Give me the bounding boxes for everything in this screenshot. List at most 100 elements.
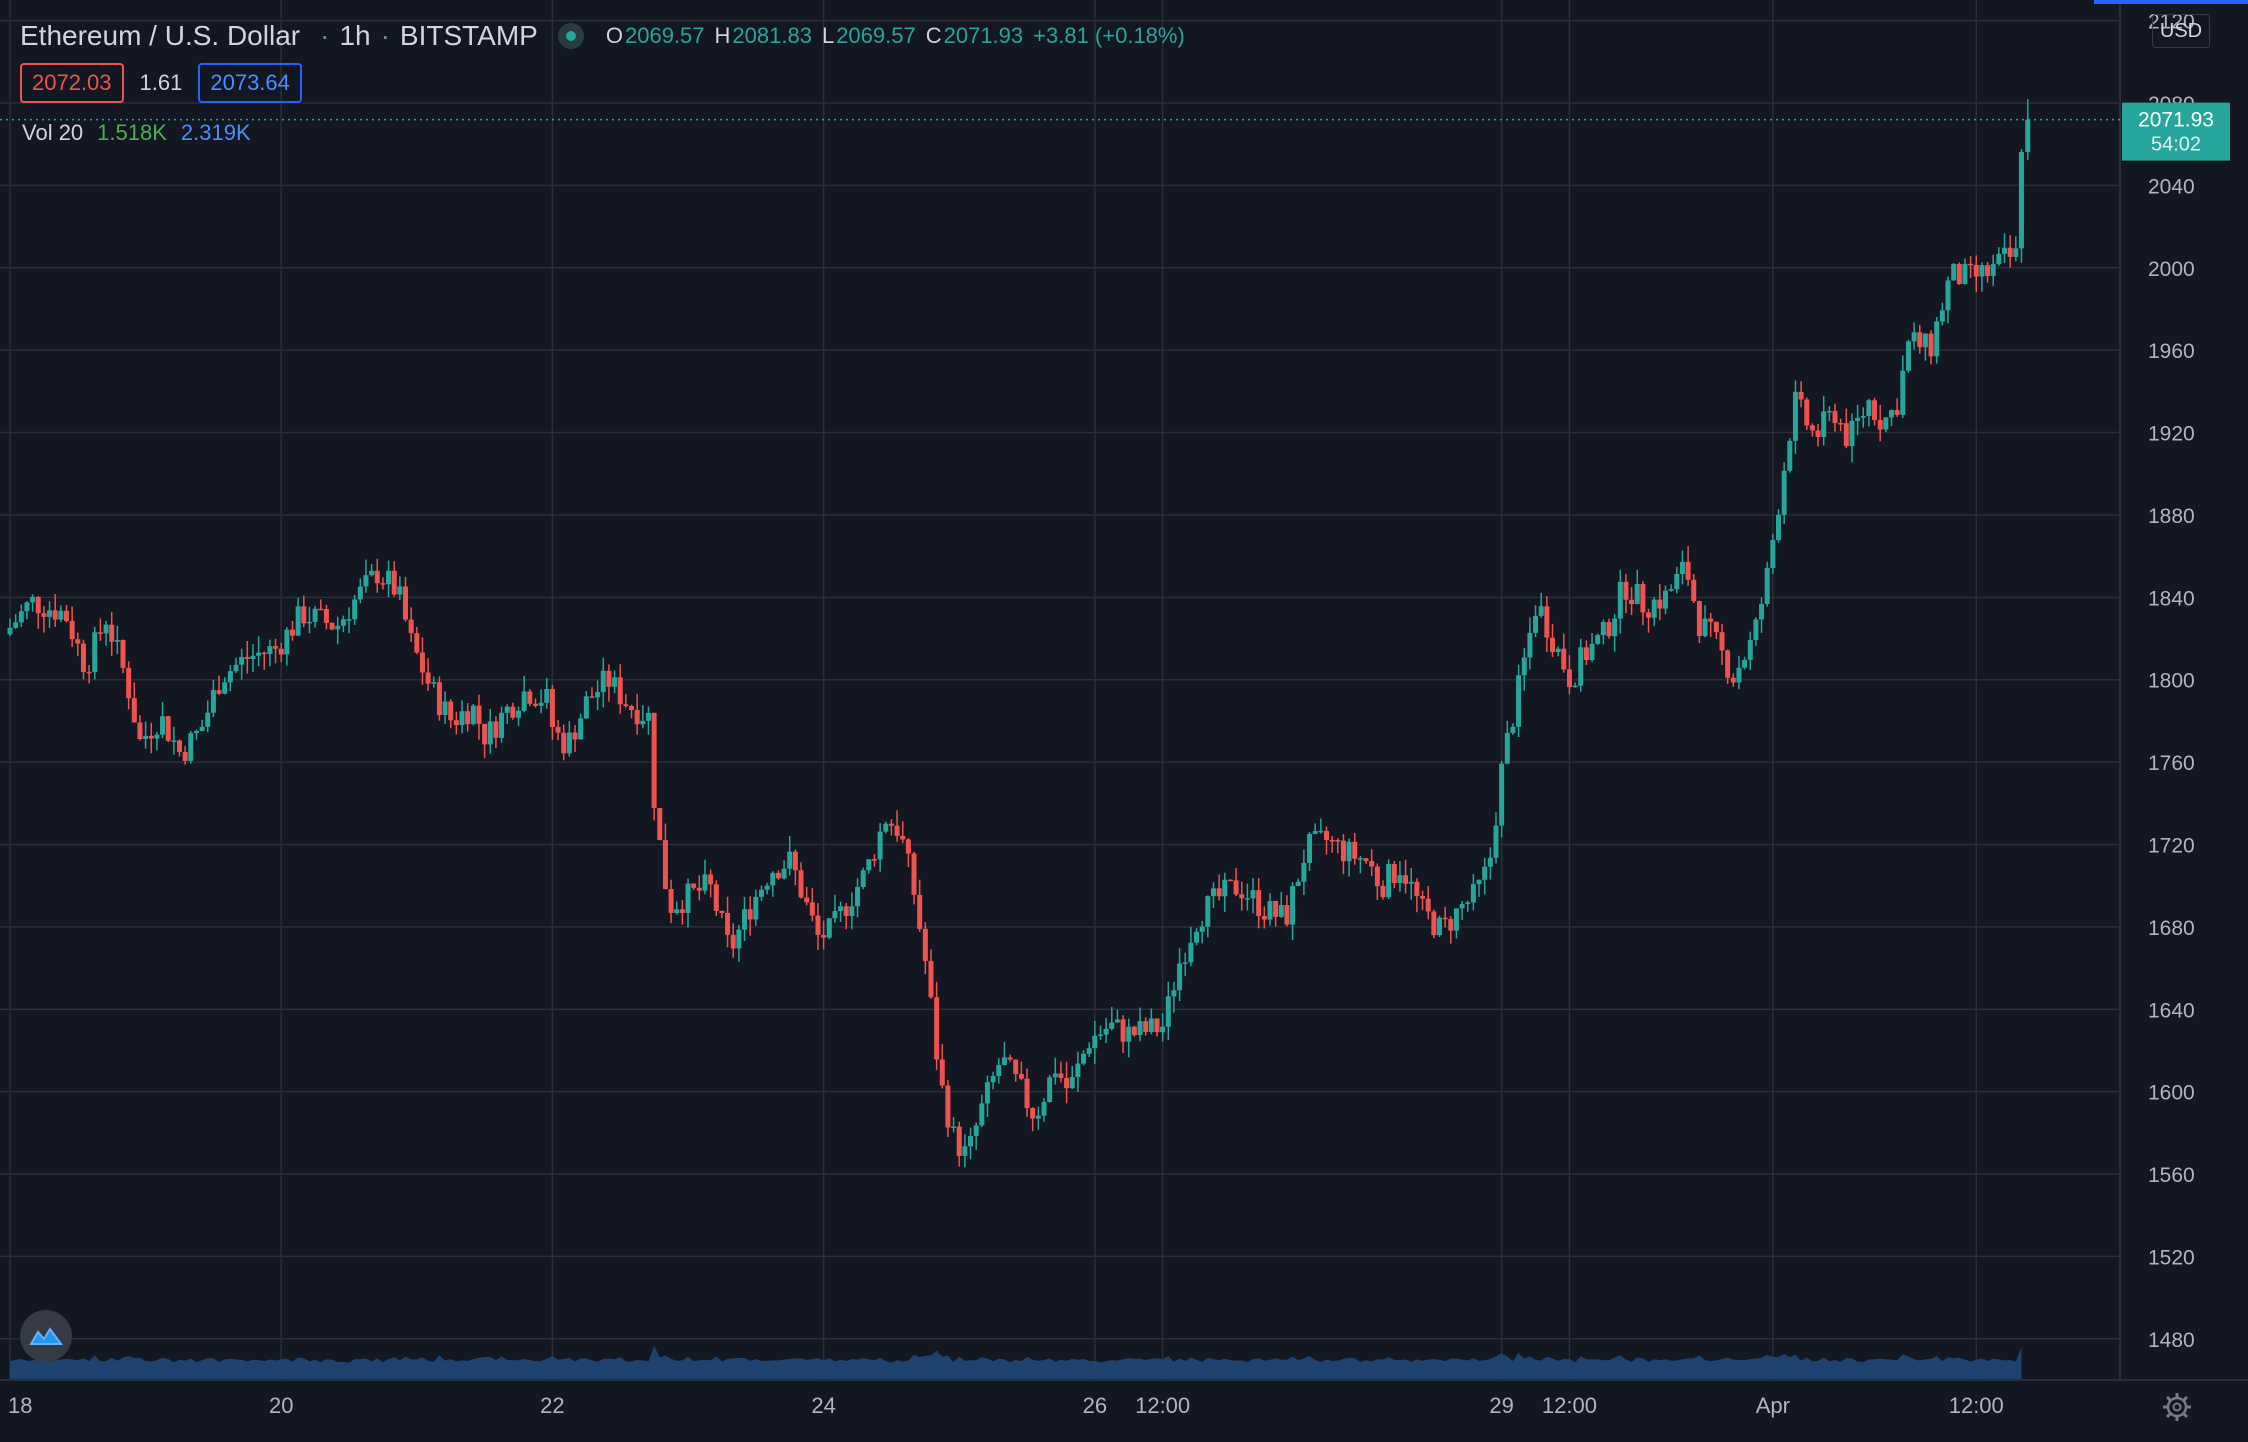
candle-body <box>606 670 612 687</box>
candle-body <box>1188 942 1194 963</box>
candle-body <box>1905 341 1911 371</box>
candle-body <box>1877 420 1883 430</box>
candle-body <box>1544 606 1550 638</box>
candle-body <box>1900 370 1906 415</box>
candle-body <box>787 851 793 869</box>
candle-body <box>267 646 273 654</box>
symbol-title[interactable]: Ethereum / U.S. Dollar <box>20 20 301 51</box>
candle-body <box>979 1103 985 1126</box>
price-tick-label: 1800 <box>2148 670 2195 693</box>
candle-body <box>758 889 764 897</box>
buy-price-button[interactable]: 2073.64 <box>198 63 302 103</box>
candle-body <box>1256 890 1262 917</box>
close-value: 2071.93 <box>943 23 1024 48</box>
tradingview-logo-icon[interactable] <box>20 1310 72 1362</box>
candle-body <box>1442 917 1448 920</box>
candle-body <box>832 911 838 919</box>
candle-body <box>1934 321 1940 357</box>
candle-body <box>1815 430 1821 438</box>
candle-body <box>414 633 420 653</box>
time-tick-label: 12:00 <box>1135 1393 1190 1418</box>
candle-body <box>1216 888 1222 897</box>
candle-body <box>1165 996 1171 1027</box>
candle-body <box>1340 840 1346 862</box>
candle-body <box>363 575 369 587</box>
price-tick-label: 1840 <box>2148 587 2195 610</box>
candle-body <box>2018 151 2024 249</box>
time-axis[interactable]: 18 20 22 24 26 12:00 29 12:00 Apr 12:00 <box>8 1393 2004 1418</box>
candle-body <box>1244 898 1250 900</box>
candle-body <box>1301 862 1307 882</box>
price-tick-label: 1920 <box>2148 423 2195 446</box>
candle-body <box>352 599 358 620</box>
candle-body <box>600 670 606 693</box>
candle-body <box>425 672 431 684</box>
candle-body <box>1097 1034 1103 1037</box>
exchange-label: BITSTAMP <box>399 20 538 51</box>
candle-body <box>205 712 211 727</box>
candle-body <box>1538 606 1544 616</box>
candle-body <box>578 718 584 740</box>
bar-countdown: 54:02 <box>2151 134 2201 156</box>
candle-body <box>1250 890 1256 899</box>
candle-body <box>1069 1076 1075 1089</box>
candle-body <box>1369 861 1375 867</box>
candle-body <box>1883 417 1889 430</box>
candle-body <box>651 712 657 809</box>
gear-icon[interactable] <box>2160 1390 2194 1424</box>
candle-body <box>504 706 510 713</box>
candle-body <box>482 723 488 745</box>
currency-button[interactable]: USD <box>2152 14 2210 48</box>
candle-body <box>1307 833 1313 863</box>
candle-body <box>1391 864 1397 883</box>
candle-body <box>1290 886 1296 925</box>
candle-body <box>346 619 352 621</box>
price-axis[interactable]: 2120208020402000196019201880184018001760… <box>2148 11 2195 1352</box>
candle-body <box>1951 264 1957 281</box>
candle-body <box>1747 639 1753 660</box>
time-tick-label: 12:00 <box>1949 1393 2004 1418</box>
time-tick-label: 24 <box>811 1393 835 1418</box>
candle-body <box>1985 265 1991 276</box>
candle-body <box>662 840 668 890</box>
top-accent-bar <box>2094 0 2248 4</box>
candle-body <box>137 722 143 740</box>
candle-body <box>470 705 476 725</box>
candle-body <box>1047 1077 1053 1103</box>
price-tick-label: 1600 <box>2148 1082 2195 1105</box>
candle-body <box>1527 632 1533 658</box>
candle-body <box>86 671 92 674</box>
candle-body <box>770 872 776 886</box>
candle-body <box>380 583 386 585</box>
candle-body <box>1278 905 1284 917</box>
candle-body <box>233 664 239 672</box>
change-value: +3.81 (+0.18%) <box>1033 23 1185 48</box>
candle-body <box>335 625 341 630</box>
candle-body <box>1753 619 1759 640</box>
candle-body <box>1363 858 1369 862</box>
sell-price-button[interactable]: 2072.03 <box>20 63 124 103</box>
candle-body <box>798 870 804 898</box>
low-key: L <box>821 23 835 48</box>
candle-body <box>154 734 160 739</box>
candle-body <box>369 570 375 576</box>
candle-body <box>1736 667 1742 683</box>
candle-body <box>7 627 13 635</box>
candle-body <box>629 706 635 710</box>
candle-body <box>1623 581 1629 600</box>
candle-body <box>1397 875 1403 883</box>
candle-body <box>1273 900 1279 917</box>
candle-body <box>1764 567 1770 604</box>
candle-body <box>408 619 414 634</box>
candle-body <box>476 705 482 724</box>
interval-label[interactable]: 1h <box>339 20 371 51</box>
candle-body <box>696 887 702 891</box>
open-value: 2069.57 <box>624 23 705 48</box>
candle-body <box>199 726 205 732</box>
candle-body <box>532 703 538 706</box>
candle-body <box>193 731 199 734</box>
candle-body <box>674 909 680 914</box>
volume-label[interactable]: Vol 20 <box>22 120 84 145</box>
candle-body <box>210 690 216 713</box>
